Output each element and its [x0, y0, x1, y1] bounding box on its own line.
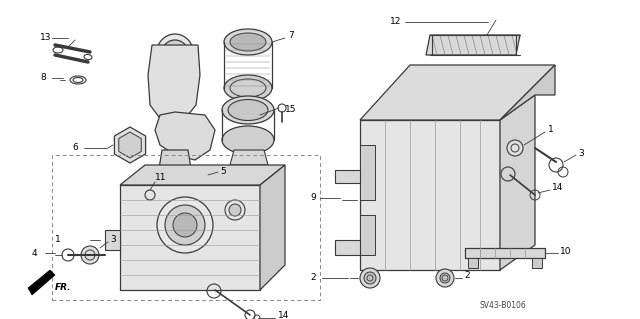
Text: 4: 4	[32, 249, 38, 257]
Polygon shape	[335, 240, 360, 255]
Text: 15: 15	[285, 106, 296, 115]
Polygon shape	[120, 185, 260, 290]
Ellipse shape	[224, 29, 272, 55]
Text: 14: 14	[552, 183, 563, 192]
Ellipse shape	[161, 40, 189, 70]
Polygon shape	[105, 230, 120, 250]
Ellipse shape	[156, 34, 194, 76]
Ellipse shape	[222, 96, 274, 124]
Polygon shape	[236, 165, 262, 175]
Circle shape	[436, 269, 454, 287]
Polygon shape	[360, 120, 500, 270]
Bar	[52, 155, 320, 300]
Polygon shape	[532, 258, 542, 268]
Polygon shape	[426, 35, 520, 55]
Polygon shape	[115, 127, 145, 163]
Polygon shape	[120, 165, 285, 185]
Text: 8: 8	[40, 73, 45, 83]
Text: 9: 9	[310, 194, 316, 203]
Polygon shape	[360, 215, 375, 255]
Polygon shape	[500, 95, 535, 270]
Circle shape	[229, 204, 241, 216]
Ellipse shape	[230, 33, 266, 51]
Text: 2: 2	[310, 273, 316, 283]
Ellipse shape	[162, 118, 188, 131]
Text: 1: 1	[548, 125, 554, 135]
Polygon shape	[360, 65, 555, 120]
Text: 12: 12	[390, 18, 401, 26]
Text: FR.: FR.	[55, 284, 72, 293]
Circle shape	[165, 205, 205, 245]
Text: 2: 2	[464, 271, 470, 280]
Circle shape	[360, 268, 380, 288]
Text: 1: 1	[55, 235, 61, 244]
Polygon shape	[119, 132, 141, 158]
Polygon shape	[335, 170, 360, 183]
Ellipse shape	[224, 75, 272, 101]
Text: 14: 14	[278, 310, 289, 319]
Circle shape	[81, 246, 99, 264]
Ellipse shape	[158, 116, 192, 134]
Text: 5: 5	[220, 167, 226, 175]
Ellipse shape	[228, 100, 268, 121]
Text: SV43-B0106: SV43-B0106	[480, 300, 527, 309]
Polygon shape	[465, 248, 545, 258]
Polygon shape	[468, 258, 478, 268]
Ellipse shape	[222, 126, 274, 154]
Text: 11: 11	[155, 174, 166, 182]
Text: 13: 13	[40, 33, 51, 42]
Polygon shape	[148, 45, 200, 125]
Circle shape	[173, 213, 197, 237]
Circle shape	[157, 197, 213, 253]
Polygon shape	[260, 165, 285, 290]
Circle shape	[507, 140, 523, 156]
Ellipse shape	[186, 171, 204, 179]
Text: 10: 10	[560, 247, 572, 256]
Text: 3: 3	[110, 235, 116, 244]
Polygon shape	[500, 65, 555, 120]
Polygon shape	[360, 145, 375, 200]
Polygon shape	[230, 150, 268, 165]
Circle shape	[364, 272, 376, 284]
Text: 7: 7	[288, 32, 294, 41]
Polygon shape	[155, 112, 215, 160]
Circle shape	[440, 273, 450, 283]
Text: 6: 6	[72, 144, 77, 152]
Text: 3: 3	[578, 149, 584, 158]
Polygon shape	[158, 150, 192, 185]
Polygon shape	[28, 270, 55, 295]
Ellipse shape	[182, 169, 208, 181]
